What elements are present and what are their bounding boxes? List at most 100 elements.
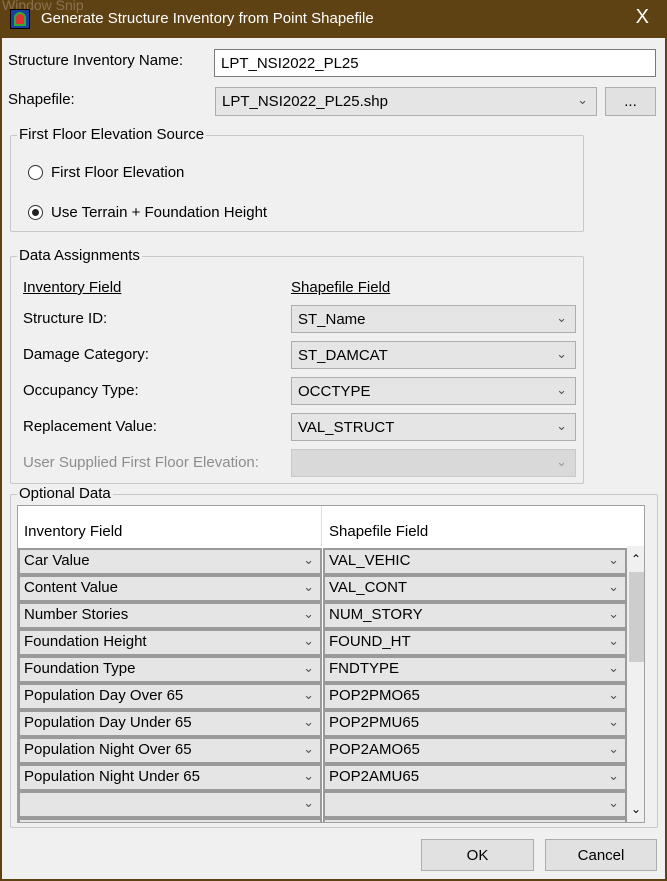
shapefile-field-select[interactable]: FOUND_HT ⌄ <box>323 629 627 656</box>
cell-value: Number Stories <box>24 606 129 623</box>
title-bar: Window Snip Generate Structure Inventory… <box>0 0 667 38</box>
radio-icon[interactable] <box>28 165 43 180</box>
cell-value: Car Value <box>24 552 90 569</box>
chevron-down-icon: ⌄ <box>303 714 314 729</box>
chevron-down-icon: ⌄ <box>556 454 567 469</box>
chevron-down-icon: ⌄ <box>608 741 619 756</box>
shapefile-field-select[interactable]: FNDTYPE ⌄ <box>323 656 627 683</box>
chevron-down-icon: ⌄ <box>303 552 314 567</box>
inventory-field-select[interactable]: Population Day Under 65 ⌄ <box>18 710 322 737</box>
cell-value: NUM_STORY <box>329 606 423 623</box>
cell-value: POP2AMU65 <box>329 768 420 785</box>
chevron-down-icon: ⌄ <box>608 795 619 810</box>
damage-category-select[interactable]: ST_DAMCAT ⌄ <box>291 341 576 369</box>
radio-label: First Floor Elevation <box>51 164 185 181</box>
chevron-down-icon: ⌄ <box>608 687 619 702</box>
vertical-scrollbar[interactable]: ⌃ ⌄ <box>627 546 644 822</box>
shapefile-select[interactable]: LPT_NSI2022_PL25.shp ⌄ <box>215 87 597 116</box>
shapefile-field-select[interactable] <box>323 818 627 822</box>
ffe-group-title: First Floor Elevation Source <box>17 126 207 143</box>
shapefile-field-header: Shapefile Field <box>291 279 391 296</box>
scroll-down-icon[interactable]: ⌄ <box>631 802 642 816</box>
inventory-field-select[interactable] <box>18 818 322 822</box>
inventory-field-header: Inventory Field <box>23 279 122 296</box>
shapefile-field-select[interactable]: VAL_VEHIC ⌄ <box>323 548 627 575</box>
replacement-value-select[interactable]: VAL_STRUCT ⌄ <box>291 413 576 441</box>
cell-value: POP2PMU65 <box>329 714 420 731</box>
chevron-down-icon: ⌄ <box>608 633 619 648</box>
chevron-down-icon: ⌄ <box>303 579 314 594</box>
inventory-field-select[interactable]: ⌄ <box>18 791 322 818</box>
inventory-field-select[interactable]: Population Night Over 65 ⌄ <box>18 737 322 764</box>
inventory-field-select[interactable]: Foundation Height ⌄ <box>18 629 322 656</box>
radio-label: Use Terrain + Foundation Height <box>51 204 268 221</box>
chevron-down-icon: ⌄ <box>608 552 619 567</box>
shapefile-field-select[interactable]: VAL_CONT ⌄ <box>323 575 627 602</box>
inventory-field-select[interactable]: Car Value ⌄ <box>18 548 322 575</box>
damage-category-label: Damage Category: <box>23 346 149 363</box>
data-assignments-group: Data Assignments Inventory Field Shapefi… <box>10 247 584 484</box>
cell-value: POP2AMO65 <box>329 741 420 758</box>
app-icon <box>10 9 30 29</box>
cell-value: Population Day Under 65 <box>24 714 192 731</box>
inventory-name-input[interactable]: LPT_NSI2022_PL25 <box>214 49 656 77</box>
structure-id-select[interactable]: ST_Name ⌄ <box>291 305 576 333</box>
scrollbar-thumb[interactable] <box>629 572 644 662</box>
inventory-field-select[interactable]: Population Day Over 65 ⌄ <box>18 683 322 710</box>
dialog-body: Structure Inventory Name: LPT_NSI2022_PL… <box>2 38 665 879</box>
cell-value: Population Night Under 65 <box>24 768 200 785</box>
user-ffe-label: User Supplied First Floor Elevation: <box>23 454 259 471</box>
inventory-field-select[interactable]: Foundation Type ⌄ <box>18 656 322 683</box>
shapefile-field-select[interactable]: NUM_STORY ⌄ <box>323 602 627 629</box>
cancel-button[interactable]: Cancel <box>545 839 657 871</box>
chevron-down-icon: ⌄ <box>303 633 314 648</box>
shapefile-field-select[interactable]: POP2AMO65 ⌄ <box>323 737 627 764</box>
optional-data-table: Inventory Field Shapefile Field Car Valu… <box>17 505 645 823</box>
optional-data-group: Optional Data <box>10 485 658 828</box>
ffe-source-group: First Floor Elevation Source First Floor… <box>10 126 584 232</box>
occupancy-type-select[interactable]: OCCTYPE ⌄ <box>291 377 576 405</box>
occupancy-type-label: Occupancy Type: <box>23 382 139 399</box>
chevron-down-icon: ⌄ <box>303 660 314 675</box>
browse-button[interactable]: ... <box>605 87 656 116</box>
inventory-field-select[interactable]: Population Night Under 65 ⌄ <box>18 764 322 791</box>
radio-selected-icon[interactable] <box>28 205 43 220</box>
scroll-up-icon[interactable]: ⌃ <box>631 552 642 566</box>
chevron-down-icon: ⌄ <box>556 382 567 397</box>
radio-terrain-foundation[interactable]: Use Terrain + Foundation Height <box>28 204 267 221</box>
name-label: Structure Inventory Name: <box>8 52 184 69</box>
cell-value: Population Day Over 65 <box>24 687 184 704</box>
cell-value: Content Value <box>24 579 118 596</box>
chevron-down-icon: ⌄ <box>303 795 314 810</box>
replacement-value-label: Replacement Value: <box>23 418 157 435</box>
inventory-field-select[interactable]: Content Value ⌄ <box>18 575 322 602</box>
shapefile-field-select[interactable]: POP2PMU65 ⌄ <box>323 710 627 737</box>
select-value: OCCTYPE <box>298 383 371 400</box>
column-header-inventory[interactable]: Inventory Field <box>18 506 322 546</box>
ok-button[interactable]: OK <box>421 839 534 871</box>
user-ffe-select: ⌄ <box>291 449 576 477</box>
cell-value: Population Night Over 65 <box>24 741 192 758</box>
chevron-down-icon: ⌄ <box>608 768 619 783</box>
structure-id-label: Structure ID: <box>23 310 108 327</box>
chevron-down-icon: ⌄ <box>608 660 619 675</box>
window-title: Generate Structure Inventory from Point … <box>41 10 374 27</box>
chevron-down-icon: ⌄ <box>608 579 619 594</box>
chevron-down-icon: ⌄ <box>303 768 314 783</box>
assign-group-title: Data Assignments <box>17 247 142 264</box>
chevron-down-icon: ⌄ <box>556 418 567 433</box>
shapefile-field-select[interactable]: ⌄ <box>323 791 627 818</box>
select-value: ST_Name <box>298 311 366 328</box>
chevron-down-icon: ⌄ <box>608 714 619 729</box>
chevron-down-icon: ⌄ <box>303 741 314 756</box>
cell-value: VAL_VEHIC <box>329 552 411 569</box>
cell-value: POP2PMO65 <box>329 687 420 704</box>
column-header-shapefile[interactable]: Shapefile Field <box>329 523 429 540</box>
chevron-down-icon: ⌄ <box>556 346 567 361</box>
radio-first-floor-elevation[interactable]: First Floor Elevation <box>28 164 184 181</box>
inventory-field-select[interactable]: Number Stories ⌄ <box>18 602 322 629</box>
shapefile-field-select[interactable]: POP2PMO65 ⌄ <box>323 683 627 710</box>
close-button[interactable]: X <box>635 6 649 28</box>
shapefile-field-select[interactable]: POP2AMU65 ⌄ <box>323 764 627 791</box>
chevron-down-icon: ⌄ <box>303 687 314 702</box>
